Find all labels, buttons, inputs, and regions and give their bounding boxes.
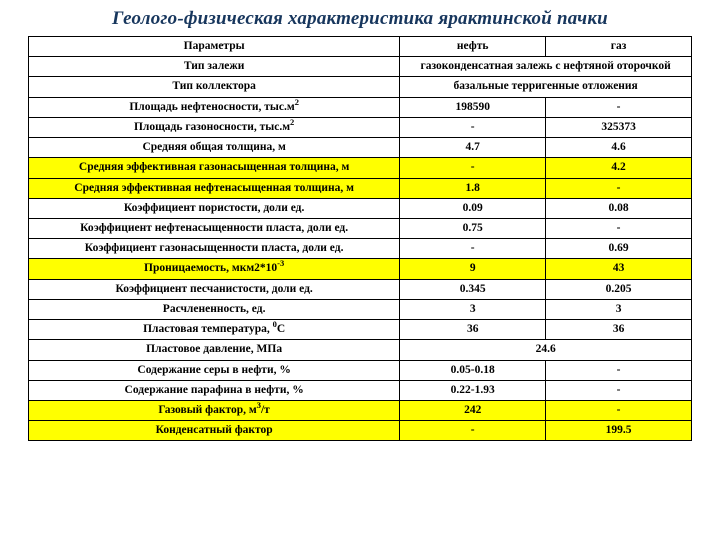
row-gas-value: 0.08 — [546, 198, 692, 218]
table-row: Коэффициент нефтенасыщенности пласта, до… — [29, 218, 692, 238]
row-label: Конденсатный фактор — [29, 421, 400, 441]
row-gas-value: - — [546, 400, 692, 420]
table-row: Пластовая температура, 0С3636 — [29, 320, 692, 340]
row-gas-value: 0.69 — [546, 239, 692, 259]
row-gas-value: - — [546, 178, 692, 198]
page: Геолого-физическая характеристика яракти… — [0, 0, 720, 540]
table-row: Газовый фактор, м3/т242- — [29, 400, 692, 420]
row-gas-value: 43 — [546, 259, 692, 279]
row-gas-value: 325373 — [546, 117, 692, 137]
row-oil-value: 3 — [400, 299, 546, 319]
row-label: Пластовое давление, МПа — [29, 340, 400, 360]
row-label: Коэффициент песчанистости, доли ед. — [29, 279, 400, 299]
row-oil-value: 1.8 — [400, 178, 546, 198]
row-label: Средняя общая толщина, м — [29, 138, 400, 158]
table-row: Расчлененность, ед.33 — [29, 299, 692, 319]
table-row: Коэффициент газонасыщенности пласта, дол… — [29, 239, 692, 259]
row-oil-value: 4.7 — [400, 138, 546, 158]
row-gas-value: - — [546, 380, 692, 400]
row-gas-value: - — [546, 218, 692, 238]
row-gas-value: 4.6 — [546, 138, 692, 158]
col-header-param: Параметры — [29, 37, 400, 57]
row-oil-value: - — [400, 239, 546, 259]
row-gas-value: 36 — [546, 320, 692, 340]
row-label: Средняя эффективная газонасыщенная толщи… — [29, 158, 400, 178]
table-row: Коэффициент песчанистости, доли ед.0.345… — [29, 279, 692, 299]
row-oil-value: 0.75 — [400, 218, 546, 238]
row-span-value: базальные терригенные отложения — [400, 77, 692, 97]
col-header-oil: нефть — [400, 37, 546, 57]
row-label: Площадь газоносности, тыс.м2 — [29, 117, 400, 137]
row-label: Проницаемость, мкм2*10-3 — [29, 259, 400, 279]
row-oil-value: 0.345 — [400, 279, 546, 299]
table-row: Проницаемость, мкм2*10-3943 — [29, 259, 692, 279]
row-label: Газовый фактор, м3/т — [29, 400, 400, 420]
row-label: Расчлененность, ед. — [29, 299, 400, 319]
row-oil-value: 198590 — [400, 97, 546, 117]
table-row: Коэффициент пористости, доли ед.0.090.08 — [29, 198, 692, 218]
row-label: Коэффициент пористости, доли ед. — [29, 198, 400, 218]
row-label: Коэффициент газонасыщенности пласта, дол… — [29, 239, 400, 259]
row-label: Пластовая температура, 0С — [29, 320, 400, 340]
table-row: Средняя эффективная газонасыщенная толщи… — [29, 158, 692, 178]
table-row: Средняя общая толщина, м4.74.6 — [29, 138, 692, 158]
row-oil-value: 0.22-1.93 — [400, 380, 546, 400]
table-row: Пластовое давление, МПа24.6 — [29, 340, 692, 360]
row-gas-value: 3 — [546, 299, 692, 319]
row-oil-value: - — [400, 117, 546, 137]
row-oil-value: - — [400, 158, 546, 178]
row-label: Тип коллектора — [29, 77, 400, 97]
row-gas-value: 4.2 — [546, 158, 692, 178]
table-row: Тип залежигазоконденсатная залежь с нефт… — [29, 57, 692, 77]
col-header-gas: газ — [546, 37, 692, 57]
row-span-value: газоконденсатная залежь с нефтяной оторо… — [400, 57, 692, 77]
row-gas-value: - — [546, 97, 692, 117]
row-label: Содержание серы в нефти, % — [29, 360, 400, 380]
table-row: Содержание серы в нефти, %0.05-0.18- — [29, 360, 692, 380]
row-oil-value: 36 — [400, 320, 546, 340]
row-gas-value: 199.5 — [546, 421, 692, 441]
row-oil-value: 242 — [400, 400, 546, 420]
row-label: Средняя эффективная нефтенасыщенная толщ… — [29, 178, 400, 198]
table-row: Тип коллекторабазальные терригенные отло… — [29, 77, 692, 97]
row-label: Тип залежи — [29, 57, 400, 77]
row-gas-value: 0.205 — [546, 279, 692, 299]
row-oil-value: 0.05-0.18 — [400, 360, 546, 380]
table-header-row: Параметрынефтьгаз — [29, 37, 692, 57]
row-oil-value: 0.09 — [400, 198, 546, 218]
table-row: Площадь нефтеносности, тыс.м2198590- — [29, 97, 692, 117]
table-row: Содержание парафина в нефти, %0.22-1.93- — [29, 380, 692, 400]
row-oil-value: 9 — [400, 259, 546, 279]
row-oil-value: - — [400, 421, 546, 441]
table-row: Конденсатный фактор-199.5 — [29, 421, 692, 441]
geo-table: ПараметрынефтьгазТип залежигазоконденсат… — [28, 36, 692, 441]
table-row: Средняя эффективная нефтенасыщенная толщ… — [29, 178, 692, 198]
page-title: Геолого-физическая характеристика яракти… — [28, 8, 692, 30]
row-label: Коэффициент нефтенасыщенности пласта, до… — [29, 218, 400, 238]
row-label: Содержание парафина в нефти, % — [29, 380, 400, 400]
row-gas-value: - — [546, 360, 692, 380]
table-row: Площадь газоносности, тыс.м2-325373 — [29, 117, 692, 137]
row-span-value: 24.6 — [400, 340, 692, 360]
row-label: Площадь нефтеносности, тыс.м2 — [29, 97, 400, 117]
